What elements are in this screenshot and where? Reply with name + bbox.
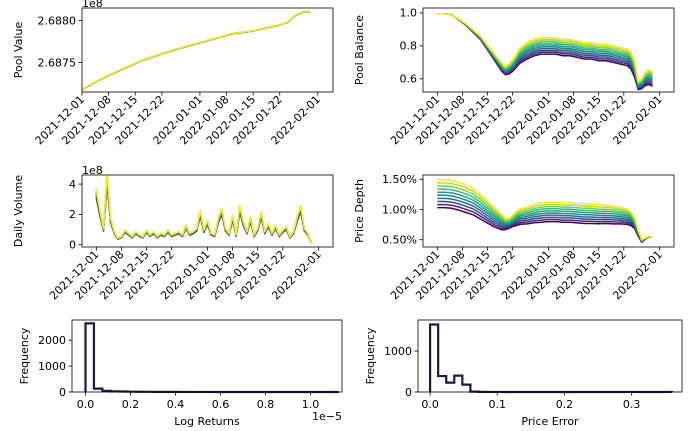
axes-frame xyxy=(81,7,334,93)
y-axis-label: Daily Volume xyxy=(12,175,25,247)
y-axis-label: Pool Balance xyxy=(353,15,366,85)
x-axis-label: Price Error xyxy=(521,415,579,428)
series-line-10 xyxy=(437,13,653,83)
x-tick-label: 0.3 xyxy=(623,398,641,411)
y-tick-label: 1.00% xyxy=(382,203,417,216)
y-tick-label: 2.6875 xyxy=(38,56,77,69)
series-group xyxy=(437,13,653,91)
x-tick-label: 0.0 xyxy=(421,398,439,411)
series-line-5 xyxy=(82,10,311,91)
series-group xyxy=(437,179,653,244)
chart-price-error-hist: 0.0 0.1 0.2 0.3 Price Error 0 1000 Frequency xyxy=(364,319,683,428)
series-line-7 xyxy=(82,10,311,91)
y-tick-label: 4 xyxy=(69,178,76,191)
series-line-9 xyxy=(437,182,653,241)
series-line-9 xyxy=(82,10,311,91)
y-axis-label: Frequency xyxy=(18,327,31,384)
series-line-6 xyxy=(437,191,653,242)
series-line-8 xyxy=(82,10,311,91)
series-line-3 xyxy=(82,10,311,91)
y-tick-label: 2000 xyxy=(38,334,66,347)
y-tick-label: 2.6880 xyxy=(38,14,77,27)
y-tick-label: 1000 xyxy=(38,360,66,373)
offset-text: 1e8 xyxy=(82,164,103,177)
series-group xyxy=(82,10,311,91)
x-tick-label: 0.2 xyxy=(556,398,574,411)
offset-text: 1e−5 xyxy=(312,410,342,423)
histogram-outline xyxy=(84,322,339,394)
x-tick-label: 0.2 xyxy=(122,398,140,411)
x-tick-label: 0.1 xyxy=(489,398,507,411)
series-line-4 xyxy=(82,10,311,91)
y-tick-label: 0.8 xyxy=(400,40,418,53)
axes-frame xyxy=(71,319,343,393)
y-tick-label: 1000 xyxy=(384,345,412,358)
series-line-1 xyxy=(437,206,653,244)
y-axis-label: Frequency xyxy=(364,327,377,384)
chart-price-depth: 0.50%1.00%1.50%Price Depth2021-12-012021… xyxy=(353,173,675,302)
histogram-outline xyxy=(428,323,674,394)
series-line-5 xyxy=(437,194,653,242)
series-line-1 xyxy=(82,10,311,91)
axes-frame xyxy=(81,174,334,248)
x-tick-label: 1.0 xyxy=(302,398,320,411)
x-tick-label: 0.0 xyxy=(77,398,95,411)
y-tick-label: 0.6 xyxy=(400,73,418,86)
y-tick-label: 0.50% xyxy=(382,234,417,247)
x-axis-label: Log Returns xyxy=(174,415,240,428)
y-tick-label: 0 xyxy=(69,239,76,252)
series-line-10 xyxy=(82,10,311,90)
series-line-2 xyxy=(82,10,311,91)
series-line-10 xyxy=(437,179,653,241)
series-group xyxy=(95,175,313,244)
series-line-7 xyxy=(437,188,653,242)
series-line-4 xyxy=(437,197,653,243)
y-tick-label: 1.50% xyxy=(382,173,417,186)
y-tick-label: 2 xyxy=(69,208,76,221)
series-line-6 xyxy=(82,10,311,91)
x-tick-label: 0.6 xyxy=(212,398,230,411)
axes-frame xyxy=(417,319,683,393)
y-tick-label: 1.0 xyxy=(400,7,418,20)
y-axis-label: Price Depth xyxy=(353,179,366,243)
y-tick-label: 0 xyxy=(405,386,412,399)
chart-log-returns-hist: 0.0 0.2 0.4 0.6 0.8 1.0 Log Returns 1e−5 0 1000 20… xyxy=(18,319,343,428)
series-line-10 xyxy=(95,175,313,244)
y-tick-label: 0 xyxy=(59,386,66,399)
y-axis-label: Pool Value xyxy=(12,22,25,79)
x-tick-label: 0.4 xyxy=(167,398,185,411)
series-line-8 xyxy=(437,185,653,241)
offset-text: 1e8 xyxy=(82,0,103,10)
series-line-2 xyxy=(437,203,653,243)
x-tick-label: 0.8 xyxy=(257,398,275,411)
series-line-3 xyxy=(437,200,653,243)
